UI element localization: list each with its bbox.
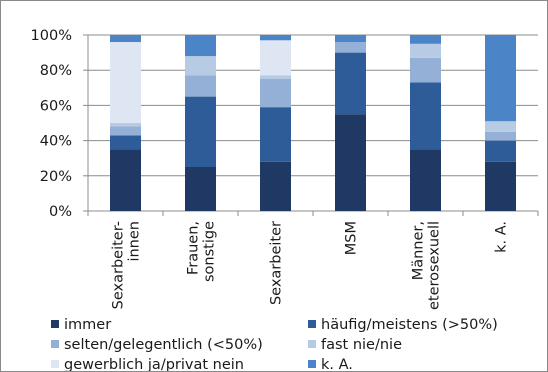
x-tick-label-line: Frauen,: [186, 221, 202, 275]
bar-segment: [410, 43, 441, 58]
x-tick-label-line: sonstige: [202, 221, 218, 282]
bar-segment: [410, 35, 441, 44]
legend-item: selten/gelegentlich (<50%): [51, 337, 263, 353]
stacked-bar-chart: 0% 20% 40% 60% 80% 100% Sexarbeiter-innen Fraue…: [31, 28, 539, 311]
bar-segment: [485, 140, 516, 162]
x-tick-label-line: Männer,: [411, 221, 427, 280]
legend-swatch: [51, 340, 59, 348]
y-tick-label: 40%: [40, 134, 72, 150]
legend-label: immer: [64, 317, 112, 333]
legend-label: k. A.: [321, 357, 353, 372]
x-tick-label: Männer,heterosexuell: [411, 221, 443, 311]
bar-segment: [335, 52, 366, 115]
x-tick-label: Frauen,sonstige: [186, 221, 218, 282]
bar-segment: [260, 75, 291, 79]
y-tick-label: 0%: [49, 204, 72, 220]
bar-segment: [260, 79, 291, 108]
x-tick-label: Sexarbeiter: [269, 221, 285, 305]
legend-label: selten/gelegentlich (<50%): [64, 337, 263, 353]
bar-segment: [335, 42, 366, 53]
y-tick-label: 80%: [40, 63, 72, 79]
bar-segment: [185, 167, 216, 211]
bar-segment: [110, 42, 141, 123]
bar-segment: [185, 96, 216, 167]
bar-segment: [335, 114, 366, 211]
y-tick-label: 20%: [40, 169, 72, 185]
legend-item: gewerblich ja/privat nein: [51, 357, 244, 372]
bar-segment: [110, 135, 141, 150]
legend-label: häufig/meistens (>50%): [321, 317, 498, 333]
x-tick-label: k. A.: [494, 221, 510, 253]
legend-swatch: [308, 320, 316, 328]
bar-segment: [410, 149, 441, 211]
legend-swatch: [308, 360, 316, 368]
legend-label: fast nie/nie: [321, 337, 403, 353]
x-tick-label: Sexarbeiter-innen: [111, 221, 143, 309]
bar-segment: [260, 161, 291, 211]
bar-segment: [185, 56, 216, 76]
legend-item: immer: [51, 317, 111, 333]
x-tick-label-line: Sexarbeiter-: [111, 221, 127, 309]
bar-segment: [110, 126, 141, 136]
bar-segment: [185, 75, 216, 97]
bar-segment: [260, 35, 291, 41]
y-tick-label: 100%: [31, 28, 72, 44]
bar-segment: [485, 121, 516, 132]
x-tick-label-line: k. A.: [494, 221, 510, 253]
legend-label: gewerblich ja/privat nein: [64, 357, 244, 372]
bar-segment: [410, 82, 441, 150]
x-tick-label-line: heterosexuell: [427, 221, 443, 311]
bar-segment: [485, 161, 516, 211]
legend-item: k. A.: [308, 357, 353, 372]
y-tick-label: 60%: [40, 98, 72, 114]
bar-segment: [110, 35, 141, 43]
x-tick-label-line: innen: [127, 221, 143, 262]
bar-segment: [260, 107, 291, 162]
x-tick-label: MSM: [344, 221, 360, 255]
bar-segment: [485, 35, 516, 122]
bar-segment: [110, 149, 141, 211]
legend-swatch: [308, 340, 316, 348]
bar-segment: [110, 123, 141, 127]
bar-segment: [185, 35, 216, 57]
legend-swatch: [51, 320, 59, 328]
legend-swatch: [51, 360, 59, 368]
legend-item: häufig/meistens (>50%): [308, 317, 498, 333]
x-tick-label-line: MSM: [344, 221, 360, 255]
legend-item: fast nie/nie: [308, 337, 402, 353]
x-tick-label-line: Sexarbeiter: [269, 221, 285, 305]
bar-segment: [485, 131, 516, 141]
bar-segment: [410, 57, 441, 83]
bar-segment: [335, 35, 366, 43]
bar-segment: [260, 40, 291, 76]
